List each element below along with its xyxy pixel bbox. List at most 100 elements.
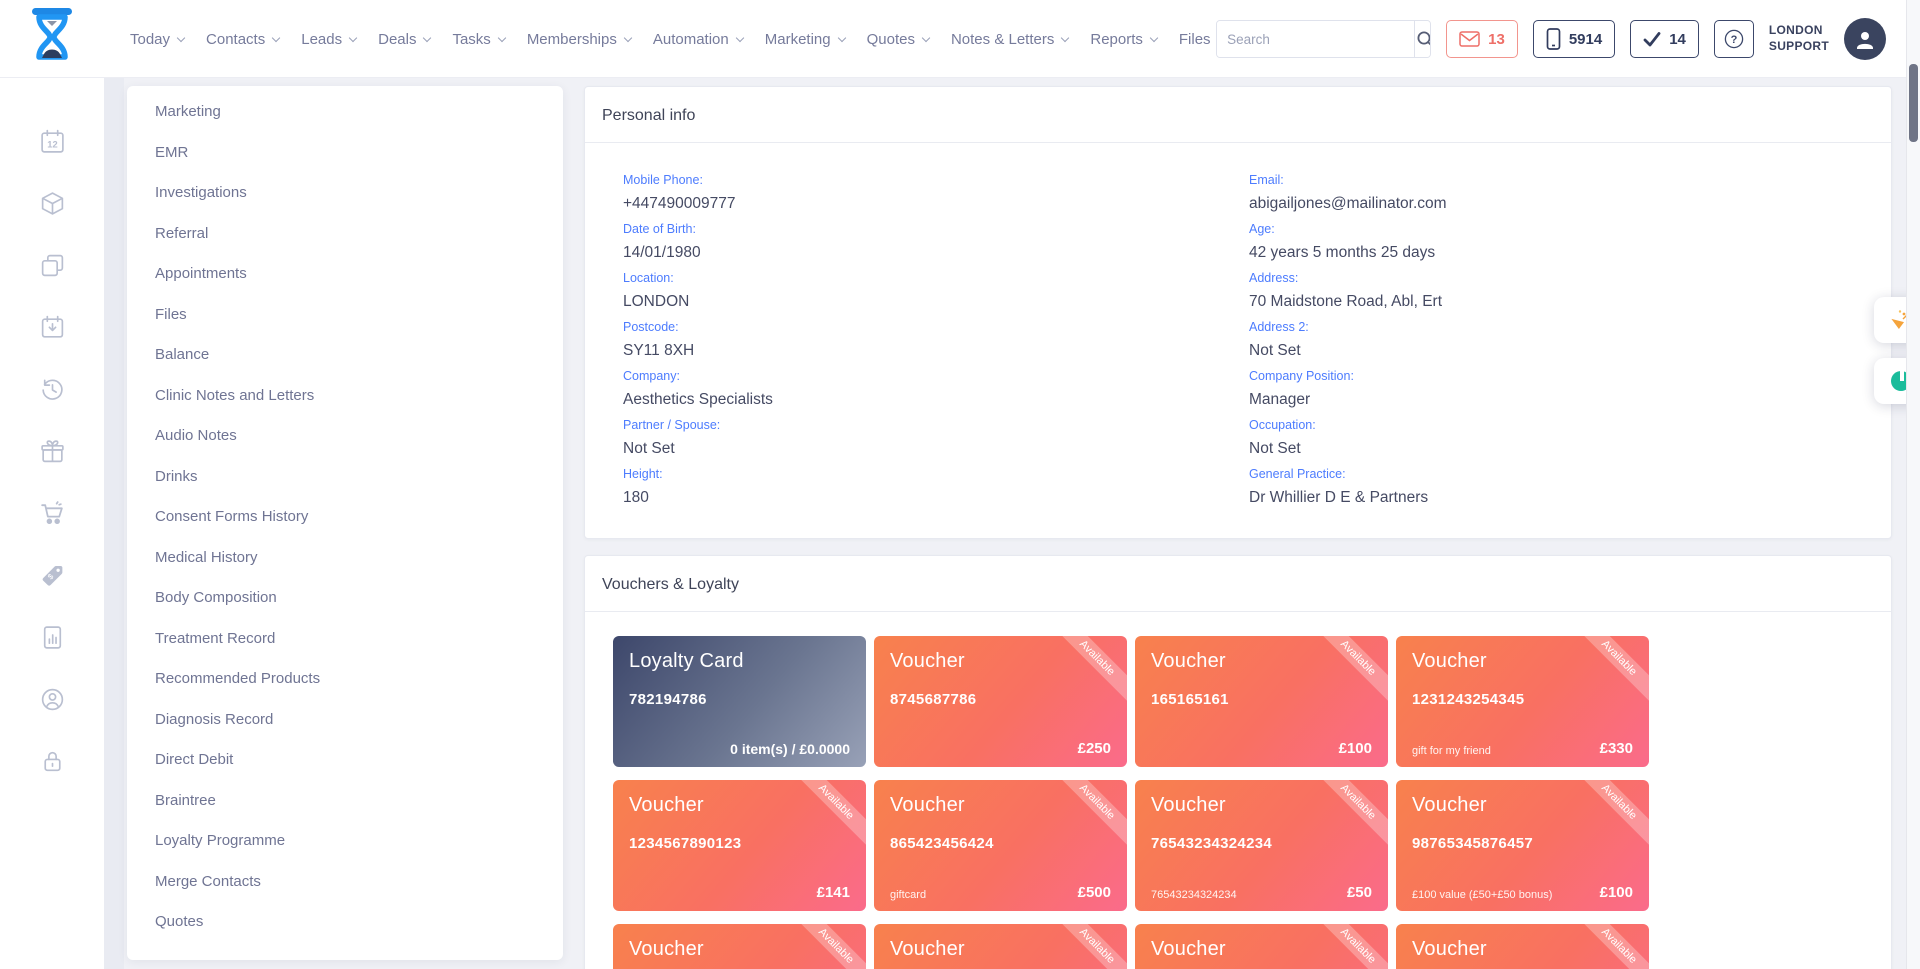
sidebar-item-merge-contacts[interactable]: Merge Contacts	[155, 872, 261, 890]
field-label: Mobile Phone:	[623, 173, 703, 187]
tasks-button[interactable]: 14	[1630, 20, 1699, 58]
voucher-card[interactable]: Voucher Available	[1135, 924, 1388, 969]
sidebar-item-medical-history[interactable]: Medical History	[155, 548, 258, 566]
sidebar-item-investigations[interactable]: Investigations	[155, 184, 247, 201]
sidebar-item-balance[interactable]: Balance	[155, 346, 210, 363]
sidebar-item-clinic-notes-and-letters[interactable]: Clinic Notes and Letters	[155, 386, 315, 404]
rail-package-button[interactable]	[0, 172, 104, 234]
sidebar-item-appointments[interactable]: Appointments	[155, 265, 247, 282]
main-content: Personal info Mobile Phone: +447490009777…	[584, 86, 1892, 969]
field-occupation: Occupation: Not Set	[1249, 418, 1447, 458]
help-button[interactable]: ?	[1713, 20, 1754, 58]
field-label: Company Position:	[1249, 369, 1354, 383]
location-line1: LONDON	[1768, 23, 1823, 38]
rail-price-tag-button[interactable]: $	[0, 544, 104, 606]
rail-duplicate-button[interactable]	[0, 234, 104, 296]
personal-info-title: Personal info	[602, 107, 696, 124]
field-value: Manager	[1249, 391, 1311, 408]
card-title-label: Voucher	[629, 938, 704, 960]
mail-notifications-button[interactable]: 13	[1446, 20, 1518, 58]
rail-gift-button[interactable]	[0, 420, 104, 482]
voucher-card[interactable]: Voucher Available 76543234324234 7654323432…	[1135, 780, 1388, 911]
voucher-card[interactable]: Voucher Available 1231243254345 gift for my…	[1396, 636, 1649, 767]
rail-calendar-button[interactable]: 12	[0, 110, 104, 172]
sidebar-item-direct-debit[interactable]: Direct Debit	[155, 751, 234, 768]
chevron-down-icon	[271, 33, 281, 42]
nav-item-tasks[interactable]: Tasks	[452, 31, 507, 48]
nav-item-automation[interactable]: Automation	[652, 30, 744, 48]
nav-item-reports[interactable]: Reports	[1090, 31, 1159, 48]
field-label: General Practice:	[1249, 467, 1346, 481]
voucher-card[interactable]: Voucher Available 8745687786 £250	[874, 636, 1127, 767]
voucher-card[interactable]: Voucher Available	[874, 924, 1127, 969]
voucher-card[interactable]: Voucher Available 98765345876457 £100 value…	[1396, 780, 1649, 911]
app-logo[interactable]	[28, 8, 76, 70]
nav-item-deals[interactable]: Deals	[378, 31, 432, 48]
sidebar-item-treatment-record[interactable]: Treatment Record	[155, 629, 276, 647]
field-value: LONDON	[623, 293, 690, 310]
nav-item-notes-letters[interactable]: Notes & Letters	[951, 31, 1070, 48]
rail-calendar-download-button[interactable]	[0, 296, 104, 358]
card-footer: £100 value (£50+£50 bonus) £100	[1412, 884, 1633, 901]
sidebar-item-files[interactable]: Files	[155, 305, 187, 323]
card-number: 1231243254345	[1412, 691, 1525, 708]
sidebar-item-referral[interactable]: Referral	[155, 224, 209, 242]
field-label: Date of Birth:	[623, 222, 696, 236]
sidebar-item-drinks[interactable]: Drinks	[155, 467, 198, 485]
voucher-card[interactable]: Voucher Available	[1396, 924, 1649, 969]
sidebar-item-quotes[interactable]: Quotes	[155, 913, 204, 930]
voucher-card[interactable]: Voucher Available 1234567890123 £141	[613, 780, 866, 911]
card-amount: £500	[1077, 884, 1111, 901]
user-avatar[interactable]	[1844, 18, 1886, 60]
lock-icon	[43, 751, 61, 771]
nav-item-marketing[interactable]: Marketing	[765, 31, 846, 48]
user-account-icon	[41, 688, 63, 710]
sidebar-item-loyalty-programme[interactable]: Loyalty Programme	[155, 832, 286, 849]
nav-item-label: Today	[130, 30, 171, 48]
sidebar-item-audio-notes[interactable]: Audio Notes	[155, 427, 237, 444]
inner-scrollbar-track[interactable]	[104, 78, 124, 969]
nav-item-quotes[interactable]: Quotes	[867, 31, 931, 48]
chevron-down-icon	[348, 33, 358, 42]
nav-item-contacts[interactable]: Contacts	[206, 31, 281, 48]
field-label: Email:	[1249, 173, 1284, 187]
loyalty-card[interactable]: Loyalty Card 782194786 0 item(s) / £0.0000	[613, 636, 866, 767]
voucher-card[interactable]: Voucher Available 165165161 £100	[1135, 636, 1388, 767]
rail-lock-button[interactable]	[0, 730, 104, 792]
nav-item-label: Files	[1178, 30, 1211, 48]
chevron-down-icon	[1061, 33, 1070, 42]
voucher-card[interactable]: Voucher Available	[613, 924, 866, 969]
sidebar-item-marketing[interactable]: Marketing	[155, 103, 221, 120]
sidebar-item-braintree[interactable]: Braintree	[155, 791, 216, 809]
nav-item-label: Automation	[652, 30, 729, 48]
search-input[interactable]	[1217, 21, 1415, 57]
sms-count-badge: 5914	[1568, 30, 1603, 48]
rail-user-account-button[interactable]	[0, 668, 104, 730]
field-value: Not Set	[623, 440, 675, 457]
search-button[interactable]	[1414, 21, 1431, 57]
card-title-label: Voucher	[1412, 650, 1487, 672]
rail-history-button[interactable]	[0, 358, 104, 420]
nav-item-today[interactable]: Today	[130, 30, 186, 48]
scrollbar-thumb[interactable]	[1909, 64, 1918, 142]
card-title-label: Voucher	[1412, 794, 1487, 816]
sidebar-item-body-composition[interactable]: Body Composition	[155, 589, 277, 606]
nav-item-memberships[interactable]: Memberships	[527, 31, 633, 48]
rail-report-chart-button[interactable]	[0, 606, 104, 668]
icon-rail: 12 $	[0, 78, 104, 969]
chevron-down-icon	[497, 33, 507, 42]
sidebar-item-emr[interactable]: EMR	[155, 143, 189, 161]
voucher-card[interactable]: Voucher Available 865423456424 giftcard £500	[874, 780, 1127, 911]
sms-notifications-button[interactable]: 5914	[1532, 20, 1616, 58]
nav-item-leads[interactable]: Leads	[301, 31, 358, 48]
rail-cart-button[interactable]	[0, 482, 104, 544]
user-avatar-icon	[1857, 32, 1873, 49]
field-value: abigailjones@mailinator.com	[1249, 195, 1447, 212]
calendar-icon: 12	[40, 129, 64, 153]
calendar-download-icon	[41, 315, 63, 338]
sidebar-item-consent-forms-history[interactable]: Consent Forms History	[155, 508, 309, 525]
sidebar-item-recommended-products[interactable]: Recommended Products	[155, 670, 321, 687]
nav-item-files[interactable]: Files	[1179, 31, 1211, 48]
page-scrollbar[interactable]	[1906, 0, 1920, 969]
sidebar-item-diagnosis-record[interactable]: Diagnosis Record	[155, 710, 274, 728]
